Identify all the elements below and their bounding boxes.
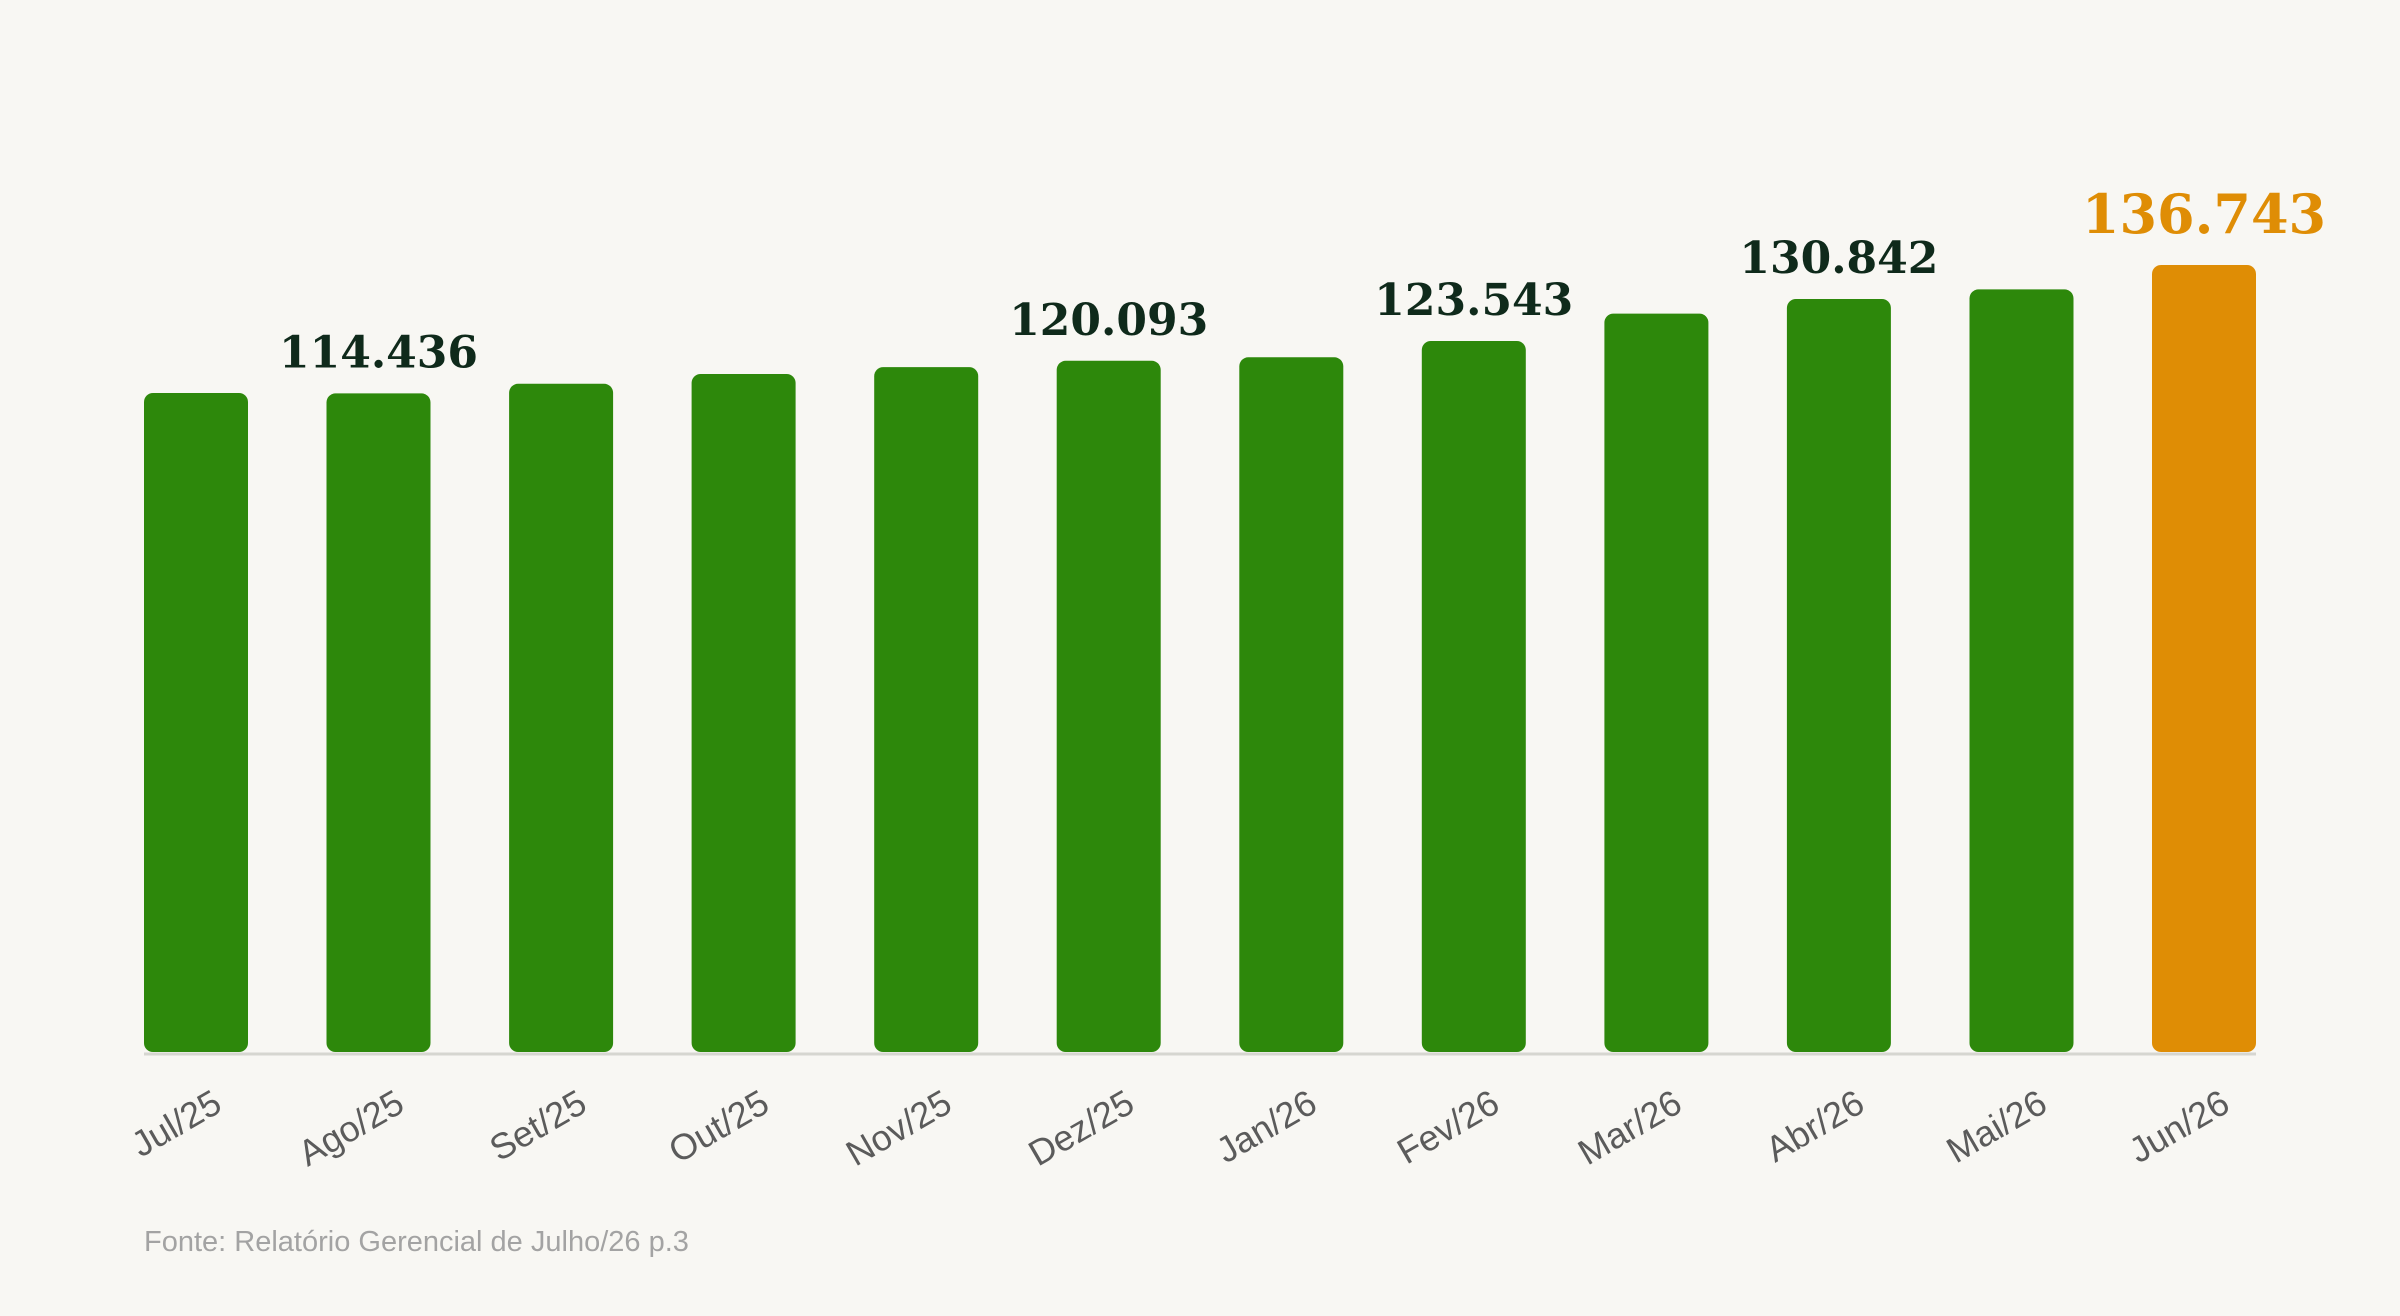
x-tick-label-abr-26: Abr/26: [1759, 1081, 1871, 1170]
x-tick-label-jun-26: Jun/26: [2122, 1081, 2236, 1171]
bar-jul-25: [144, 393, 248, 1052]
x-tick-label-jan-26: Jan/26: [1209, 1081, 1323, 1171]
bar-mai-26: [1969, 289, 2074, 1052]
bar-dez-25: [1056, 360, 1161, 1052]
x-tick-label-dez-25: Dez/25: [1021, 1081, 1140, 1174]
bar-out-25: [691, 374, 796, 1052]
x-tick-label-mar-26: Mar/26: [1571, 1081, 1689, 1173]
bar-jun-26: [2152, 265, 2256, 1052]
source-note: Fonte: Relatório Gerencial de Julho/26 p…: [144, 1226, 689, 1258]
x-tick-label-out-25: Out/25: [662, 1081, 776, 1171]
bar-abr-26: [1786, 299, 1891, 1052]
value-label-ago-25: 114.436: [279, 327, 478, 378]
bar-nov-25: [874, 367, 979, 1053]
bar-ago-25: [326, 393, 431, 1052]
x-tick-label-mai-26: Mai/26: [1939, 1081, 2053, 1171]
bar-fev-26: [1421, 341, 1526, 1052]
x-tick-labels-group: Jul/25 Ago/25 Set/25 Out/25 Nov/25 Dez/25 Jan/…: [124, 1081, 2236, 1174]
x-tick-label-jul-25: Jul/25: [124, 1081, 228, 1165]
value-label-fev-26: 123.543: [1374, 275, 1573, 326]
bars-group: [144, 265, 2256, 1053]
x-tick-label-set-25: Set/25: [482, 1081, 593, 1169]
bar-set-25: [509, 383, 614, 1052]
bar-jan-26: [1239, 357, 1344, 1052]
bar-mar-26: [1604, 313, 1709, 1053]
x-tick-label-ago-25: Ago/25: [291, 1081, 410, 1174]
value-label-abr-26: 130.842: [1739, 233, 1938, 284]
value-label-dez-25: 120.093: [1009, 295, 1208, 346]
x-tick-label-nov-25: Nov/25: [839, 1081, 958, 1174]
x-tick-label-fev-26: Fev/26: [1390, 1081, 1506, 1172]
value-labels-group: 114.436 120.093 123.543 130.842 136.743: [279, 182, 2326, 378]
value-label-jun-26: 136.743: [2082, 182, 2326, 246]
